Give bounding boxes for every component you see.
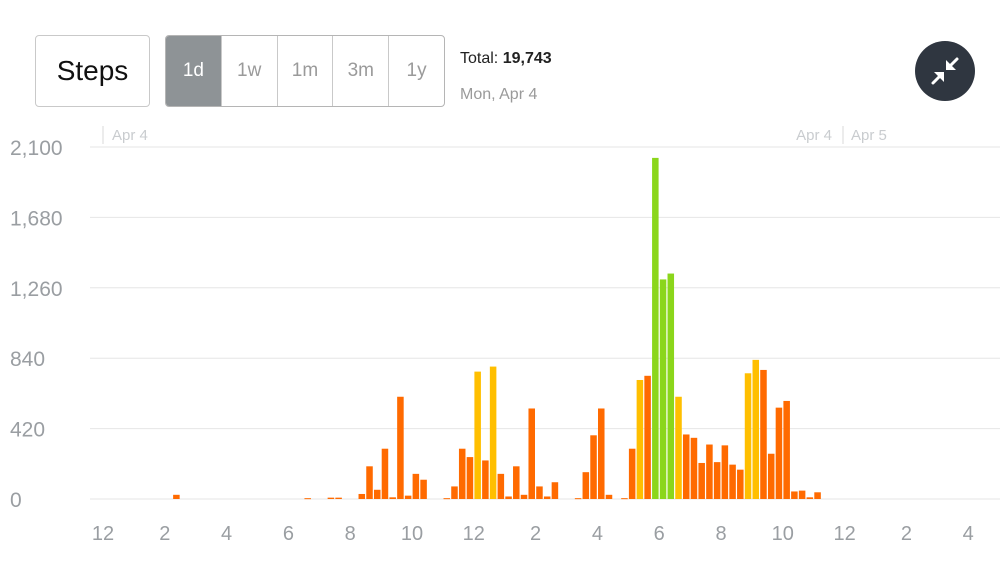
step-bar — [574, 498, 582, 500]
step-bar — [628, 448, 636, 499]
step-bar — [389, 497, 396, 499]
date-marker-label: Apr 4 — [112, 127, 148, 144]
step-bar — [682, 434, 690, 499]
collapse-arrows-icon — [931, 57, 959, 85]
range-tab-3m[interactable]: 3m — [332, 36, 388, 106]
step-bar — [443, 498, 451, 500]
range-tab-1w[interactable]: 1w — [220, 36, 277, 106]
total-value: 19,743 — [502, 50, 552, 67]
step-bar — [582, 472, 590, 499]
x-tick-label: 8 — [345, 523, 356, 545]
step-bar — [497, 473, 505, 499]
step-bar — [760, 369, 767, 499]
step-bar — [397, 396, 404, 499]
step-bar — [706, 444, 713, 499]
step-bar — [605, 494, 613, 499]
step-bar — [551, 482, 559, 499]
date-marker-label: Apr 5 — [851, 127, 887, 144]
step-bar — [744, 373, 752, 499]
step-bar — [752, 359, 760, 499]
step-bar — [505, 496, 512, 499]
step-bar — [520, 494, 528, 499]
step-bar — [737, 469, 744, 499]
x-tick-label: 2 — [159, 523, 170, 545]
step-bar — [698, 462, 705, 499]
step-bar — [791, 491, 798, 499]
summary-panel: Total: 19,743 Mon, Apr 4 — [460, 50, 552, 104]
x-tick-label: 10 — [772, 523, 794, 545]
step-bar — [667, 273, 675, 499]
step-bar — [458, 448, 466, 499]
y-tick-label: 1,260 — [10, 278, 63, 301]
step-bar — [590, 435, 597, 499]
x-tick-label: 4 — [221, 523, 232, 545]
step-bar — [482, 460, 489, 499]
step-bar — [621, 498, 628, 500]
y-tick-label: 0 — [10, 489, 22, 512]
step-bar — [412, 473, 420, 499]
step-bar — [636, 379, 644, 499]
x-tick-label: 2 — [530, 523, 541, 545]
step-bar — [536, 486, 543, 499]
step-bar — [513, 466, 520, 499]
metric-label: Steps — [56, 55, 129, 86]
step-bar — [528, 408, 535, 499]
y-tick-label: 420 — [10, 419, 45, 442]
step-bar — [721, 445, 729, 499]
step-bar — [543, 496, 551, 499]
y-tick-label: 840 — [10, 348, 45, 371]
total-steps: Total: 19,743 — [460, 50, 552, 68]
y-tick-label: 2,100 — [10, 137, 63, 160]
x-tick-label: 12 — [463, 523, 485, 545]
step-bar — [381, 448, 389, 499]
step-bar — [327, 497, 335, 499]
step-bar — [729, 464, 736, 499]
x-tick-label: 10 — [401, 523, 423, 545]
step-bar — [335, 497, 342, 499]
x-tick-label: 8 — [715, 523, 726, 545]
step-bar — [783, 400, 790, 499]
step-bar — [366, 466, 373, 499]
step-bar — [420, 479, 427, 499]
x-tick-label: 4 — [592, 523, 603, 545]
step-bar — [373, 489, 381, 499]
time-range-selector: 1d 1w 1m 3m 1y — [165, 35, 445, 107]
step-bar — [451, 486, 458, 499]
range-tab-1y[interactable]: 1y — [388, 36, 444, 106]
step-bar — [775, 407, 783, 499]
step-bar — [798, 490, 806, 499]
step-bar — [675, 396, 682, 499]
step-bar — [489, 366, 497, 499]
step-bar — [304, 498, 311, 500]
step-bar — [806, 497, 814, 499]
step-bar — [358, 493, 366, 499]
step-bar — [652, 157, 659, 499]
step-bar — [659, 279, 667, 499]
steps-bar-chart: 0 420 840 1,260 1,680 2,100 Apr 4 Apr 4 Apr 5 12 2… — [10, 126, 1000, 545]
x-tick-label: 12 — [92, 523, 114, 545]
x-tick-label: 6 — [283, 523, 294, 545]
selected-date: Mon, Apr 4 — [460, 86, 538, 103]
step-bar — [404, 495, 412, 499]
collapse-button[interactable] — [915, 41, 975, 101]
date-marker-label: Apr 4 — [796, 127, 832, 144]
step-bar — [466, 457, 474, 499]
step-bar — [713, 462, 721, 499]
metric-selector-button[interactable]: Steps — [35, 35, 150, 107]
step-bar — [814, 492, 821, 499]
step-bar — [598, 408, 605, 499]
step-bar — [690, 437, 698, 499]
total-label: Total: — [460, 50, 499, 67]
step-bar — [173, 494, 180, 499]
step-bar — [767, 453, 775, 499]
x-tick-label: 2 — [901, 523, 912, 545]
range-tab-1d[interactable]: 1d — [166, 36, 221, 106]
x-tick-label: 4 — [963, 523, 974, 545]
x-tick-label: 12 — [833, 523, 855, 545]
step-bar — [644, 375, 651, 499]
step-bar — [474, 371, 481, 499]
x-tick-label: 6 — [654, 523, 665, 545]
range-tab-1m[interactable]: 1m — [276, 36, 333, 106]
y-tick-label: 1,680 — [10, 207, 63, 230]
